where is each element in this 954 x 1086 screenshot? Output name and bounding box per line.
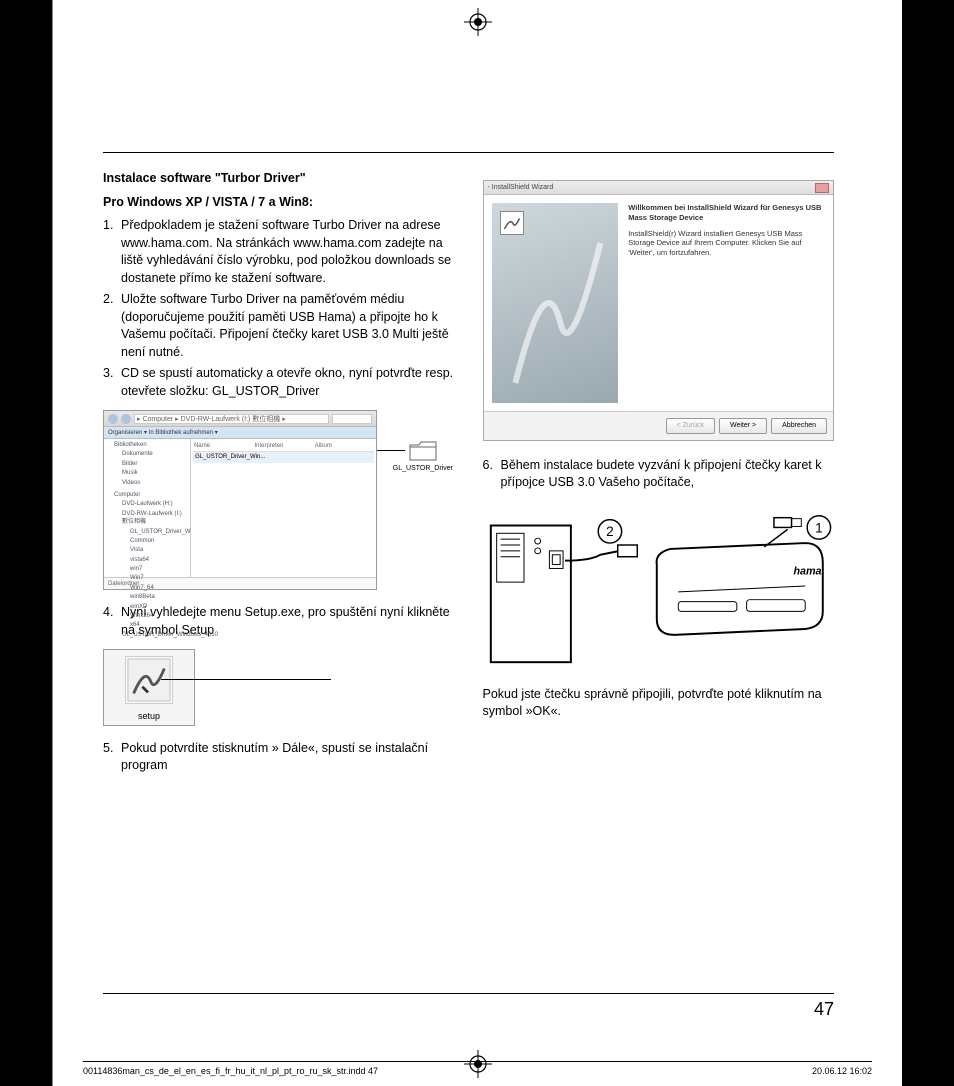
- sidebar-item[interactable]: Computer: [106, 491, 188, 500]
- svg-text:hama.: hama.: [793, 565, 824, 577]
- sidebar-item[interactable]: GL_USTOR_Driver_Windows_4010: [106, 528, 188, 537]
- sidebar-item[interactable]: vista64: [106, 556, 188, 565]
- folder-callout: GL_USTOR_Driver: [391, 440, 454, 474]
- search-input[interactable]: [332, 414, 372, 424]
- callout-line: [161, 679, 331, 680]
- wizard-body-text: InstallShield(r) Wizard installiert Gene…: [628, 229, 825, 258]
- list-number: 5.: [103, 740, 121, 775]
- folder-icon: [409, 440, 437, 462]
- list-number: 3.: [103, 365, 121, 400]
- figure-setup: setup: [103, 649, 455, 726]
- wizard-text: Willkommen bei InstallShield Wizard für …: [628, 203, 825, 403]
- cancel-button[interactable]: Abbrechen: [771, 418, 827, 434]
- col-header[interactable]: Album: [314, 441, 374, 451]
- setup-tile[interactable]: setup: [103, 649, 195, 726]
- explorer-sidebar: Bibliotheken Dokumente Bilder Musik Vide…: [104, 439, 191, 577]
- sidebar-item[interactable]: Dokumente: [106, 450, 188, 459]
- list-text: Během instalace budete vyzvání k připoje…: [501, 457, 835, 492]
- list-item: 1. Předpokladem je stažení software Turb…: [103, 217, 455, 287]
- explorer-body: Bibliotheken Dokumente Bilder Musik Vide…: [104, 439, 376, 577]
- next-button[interactable]: Weiter >: [719, 418, 767, 434]
- list-number: 1.: [103, 217, 121, 287]
- footer-timestamp: 20.06.12 16:02: [812, 1066, 872, 1076]
- col-header[interactable]: Interpreten: [253, 441, 313, 451]
- column-headers: Name Interpreten Album: [193, 441, 374, 452]
- registration-mark-icon: [464, 8, 492, 36]
- list-text: Pokud potvrdíte stisknutím » Dále«, spus…: [121, 740, 455, 775]
- list-number: 6.: [483, 457, 501, 492]
- file-row[interactable]: GL_USTOR_Driver_Win...: [193, 452, 374, 462]
- explorer-titlebar: ▸ Computer ▸ DVD-RW-Laufwerk (I:) 數位相機 ▸: [104, 411, 376, 427]
- back-button: < Zurück: [666, 418, 715, 434]
- column-right: - InstallShield Wizard Willkommen bei In…: [483, 152, 835, 986]
- sidebar-item[interactable]: Bilder: [106, 460, 188, 469]
- setup-icon: [125, 656, 173, 704]
- rule-bottom: [103, 993, 834, 994]
- list-item: 2. Uložte software Turbo Driver na paměť…: [103, 291, 455, 361]
- nav-forward-icon[interactable]: [121, 414, 131, 424]
- footer: 00114836man_cs_de_el_en_es_fi_fr_hu_it_n…: [83, 1061, 872, 1076]
- explorer-main: Name Interpreten Album GL_USTOR_Driver_W…: [191, 439, 376, 577]
- breadcrumb[interactable]: ▸ Computer ▸ DVD-RW-Laufwerk (I:) 數位相機 ▸: [134, 414, 329, 424]
- footer-left: 00114836man_cs_de_el_en_es_fi_fr_hu_it_n…: [83, 1066, 341, 1076]
- list-text: CD se spustí automaticky a otevře okno, …: [121, 365, 455, 400]
- column-left: Instalace software "Turbor Driver" Pro W…: [103, 152, 455, 986]
- footer-filename: 00114836man_cs_de_el_en_es_fi_fr_hu_it_n…: [83, 1066, 378, 1076]
- setup-label: setup: [104, 710, 194, 723]
- close-icon[interactable]: [815, 183, 829, 193]
- heading-1: Instalace software "Turbor Driver": [103, 170, 455, 188]
- footer-mid: tr.indd 47: [341, 1066, 378, 1076]
- paragraph: Pokud jste čtečku správně připojili, pot…: [483, 686, 835, 721]
- list-item: 6. Během instalace budete vyzvání k přip…: [483, 457, 835, 492]
- svg-text:2: 2: [606, 524, 614, 539]
- nav-back-icon[interactable]: [108, 414, 118, 424]
- page-number: 47: [814, 999, 834, 1020]
- registration-mark-icon: [912, 529, 940, 557]
- col-header[interactable]: Name: [193, 441, 253, 451]
- sidebar-item[interactable]: DVD-Laufwerk (H:): [106, 500, 188, 509]
- sidebar-item[interactable]: GL_USTOR_Driver_Windows_4010: [106, 631, 188, 640]
- sidebar-item[interactable]: Vista: [106, 546, 188, 555]
- registration-mark-icon: [15, 529, 43, 557]
- sidebar-item[interactable]: Common: [106, 537, 188, 546]
- wizard-buttons: < Zurück Weiter > Abbrechen: [484, 411, 834, 440]
- callout-label: GL_USTOR_Driver: [391, 464, 454, 474]
- installshield-titlebar: - InstallShield Wizard: [484, 181, 834, 195]
- sidebar-item[interactable]: DVD-RW-Laufwerk (I:) 數位相機: [106, 510, 188, 528]
- sidebar-item[interactable]: Videos: [106, 479, 188, 488]
- wizard-heading: Willkommen bei InstallShield Wizard für …: [628, 203, 825, 223]
- list-item: 5. Pokud potvrdíte stisknutím » Dále«, s…: [103, 740, 455, 775]
- list-item: 3. CD se spustí automaticky a otevře okn…: [103, 365, 455, 400]
- svg-text:1: 1: [815, 520, 823, 535]
- sidebar-item[interactable]: win7: [106, 565, 188, 574]
- window-title: - InstallShield Wizard: [488, 183, 816, 193]
- wizard-banner: [492, 203, 619, 403]
- figure-hardware: 2 hama. 1: [483, 502, 835, 672]
- heading-2: Pro Windows XP / VISTA / 7 a Win8:: [103, 194, 455, 212]
- list-number: 2.: [103, 291, 121, 361]
- content: Instalace software "Turbor Driver" Pro W…: [103, 152, 834, 986]
- sidebar-item[interactable]: win8Beta: [106, 593, 188, 602]
- list-text: Předpokladem je stažení software Turbo D…: [121, 217, 455, 287]
- sidebar-item[interactable]: Bibliotheken: [106, 441, 188, 450]
- sidebar-item[interactable]: Musik: [106, 469, 188, 478]
- figure-installshield: - InstallShield Wizard Willkommen bei In…: [483, 180, 835, 441]
- explorer-window: ▸ Computer ▸ DVD-RW-Laufwerk (I:) 數位相機 ▸…: [103, 410, 377, 590]
- page: Instalace software "Turbor Driver" Pro W…: [52, 0, 902, 1086]
- sidebar-item[interactable]: winXP: [106, 603, 188, 612]
- sidebar-item[interactable]: x64: [106, 621, 188, 630]
- figure-explorer: ▸ Computer ▸ DVD-RW-Laufwerk (I:) 數位相機 ▸…: [103, 410, 455, 590]
- explorer-toolbar[interactable]: Organisieren ▾ In Bibliothek aufnehmen ▾: [104, 427, 376, 439]
- list-text: Uložte software Turbo Driver na paměťové…: [121, 291, 455, 361]
- installshield-body: Willkommen bei InstallShield Wizard für …: [484, 195, 834, 411]
- sidebar-item[interactable]: Winx264: [106, 612, 188, 621]
